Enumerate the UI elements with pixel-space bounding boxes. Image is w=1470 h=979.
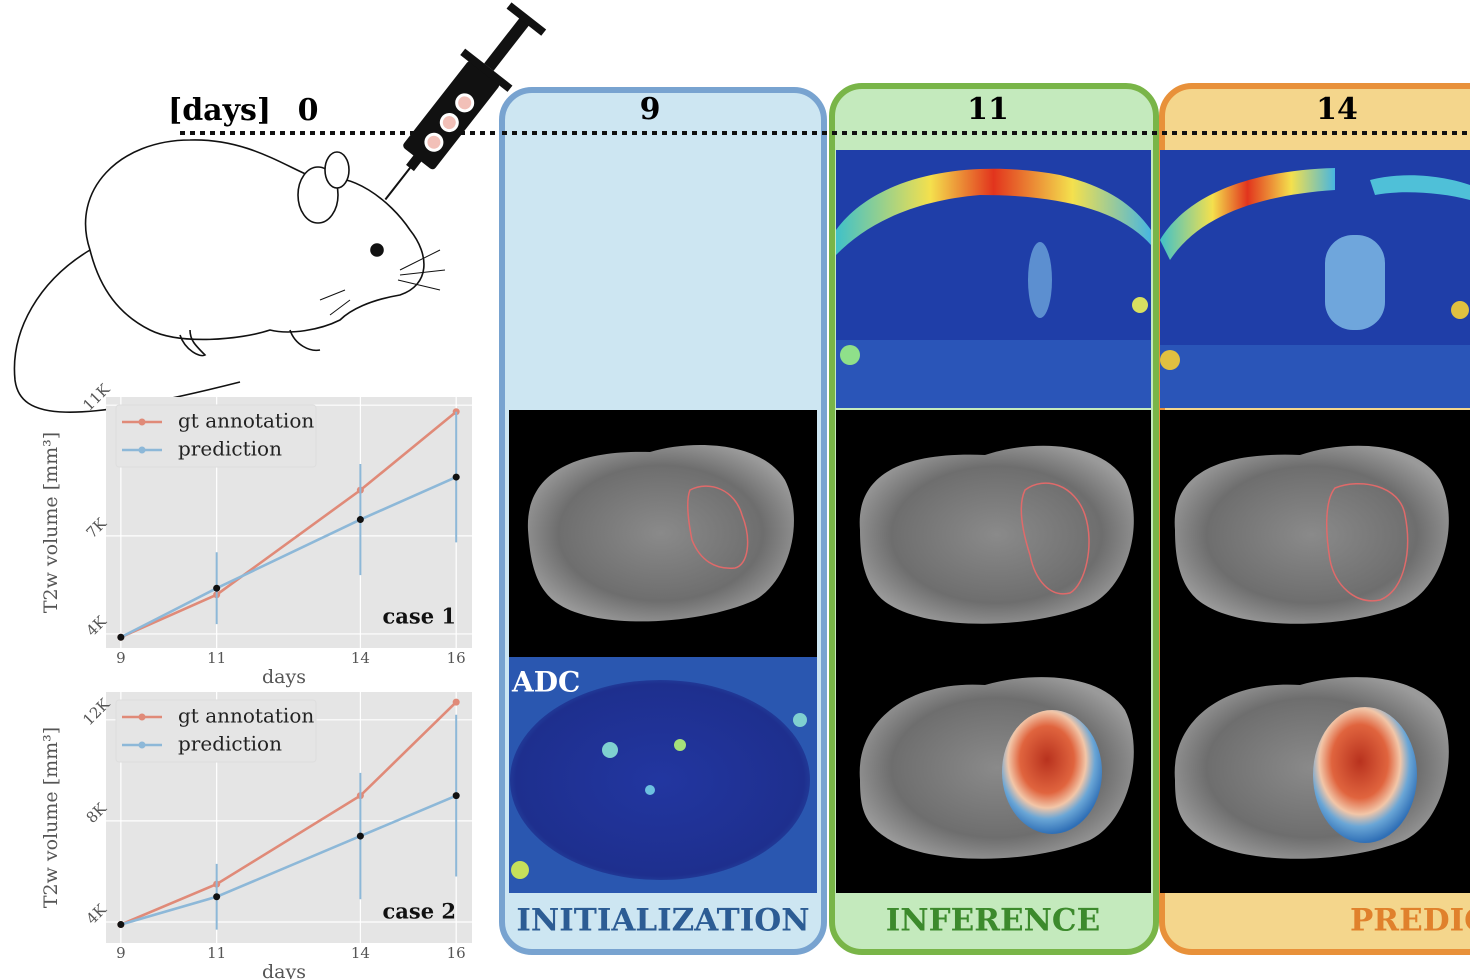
data-point — [452, 698, 460, 706]
legend — [115, 699, 317, 763]
data-point — [213, 893, 221, 901]
series-line — [120, 701, 458, 926]
day-label: 14 — [1316, 92, 1358, 127]
data-point — [117, 633, 125, 641]
day-label: 11 — [967, 92, 1009, 127]
data-point — [452, 473, 460, 481]
y-axis-label: T2w volume [mm³] — [40, 432, 62, 613]
panel-title: INFERENCE — [886, 903, 1101, 939]
x-tick-label: 14 — [351, 944, 370, 962]
mri-t2-day9 — [509, 410, 817, 657]
data-point — [117, 921, 125, 929]
panel-title: PREDICTION — [1350, 903, 1470, 939]
syringe — [384, 2, 547, 201]
x-tick-label: 14 — [351, 649, 370, 667]
x-tick-label: 16 — [447, 944, 466, 962]
mri-heatmap-day14 — [1160, 657, 1470, 893]
mri-heatmap-day11 — [836, 657, 1151, 893]
data-point — [356, 832, 364, 840]
timeline-label: [days] — [168, 93, 271, 128]
x-tick-label: 11 — [207, 649, 226, 667]
series-line — [120, 475, 457, 639]
legend-label: prediction — [178, 437, 282, 461]
series-line — [120, 794, 457, 926]
y-axis-label: T2w volume [mm³] — [40, 727, 62, 908]
series-line — [120, 410, 458, 639]
x-tick-label: 11 — [207, 944, 226, 962]
legend-swatch — [138, 713, 146, 721]
panel-title: INITIALIZATION — [516, 903, 809, 939]
legend-swatch — [138, 741, 146, 749]
legend-label: gt annotation — [178, 409, 314, 433]
data-point — [213, 584, 221, 592]
x-tick-label: 16 — [447, 649, 466, 667]
legend — [115, 404, 317, 468]
legend-label: prediction — [178, 732, 282, 756]
x-axis-label: days — [262, 961, 306, 979]
adc-day9 — [509, 657, 817, 893]
x-axis-label: days — [262, 666, 306, 688]
legend-swatch — [138, 418, 146, 426]
adc-day14 — [1160, 150, 1470, 408]
adc-label: ADC — [511, 666, 580, 699]
day-label: 0 — [298, 93, 319, 128]
mouse-illustration — [13, 139, 446, 413]
x-tick-label: 9 — [116, 649, 126, 667]
mri-t2-day11 — [836, 410, 1151, 657]
data-point — [356, 516, 364, 524]
mri-t2-day14 — [1160, 410, 1470, 657]
data-point — [452, 792, 460, 800]
day-label: 9 — [640, 92, 661, 127]
adc-day11 — [836, 150, 1151, 408]
legend-swatch — [138, 446, 146, 454]
annotation: case 2 — [383, 899, 457, 924]
legend-label: gt annotation — [178, 704, 314, 728]
x-tick-label: 9 — [116, 944, 126, 962]
annotation: case 1 — [383, 604, 457, 629]
